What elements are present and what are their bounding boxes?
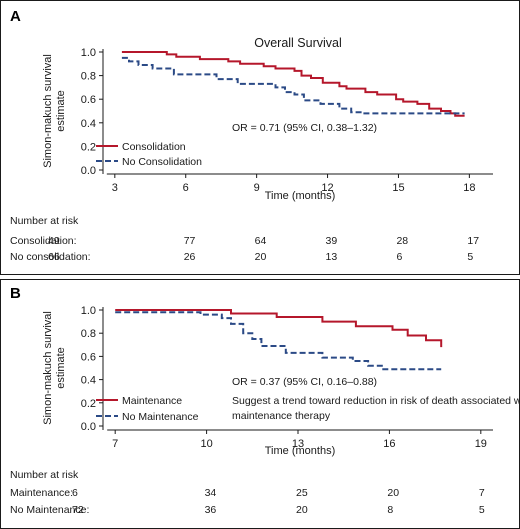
x-axis-label: Time (months): [265, 190, 336, 202]
risk-value: 13: [326, 251, 338, 263]
risk-table-header: Number at risk: [10, 469, 79, 481]
y-tick-label: 0.6: [81, 351, 96, 363]
risk-value: 64: [255, 235, 267, 247]
risk-value: 6: [72, 487, 78, 499]
x-tick-label: 15: [392, 182, 404, 194]
y-tick-label: 0.0: [81, 421, 96, 433]
series-line-2: [115, 311, 442, 371]
risk-value: 5: [467, 251, 473, 263]
risk-value: 25: [296, 487, 308, 499]
y-tick-label: 1.0: [81, 47, 96, 59]
risk-value: 49: [48, 235, 60, 247]
y-tick-label: 1.0: [81, 305, 96, 317]
risk-value: 66: [48, 251, 60, 263]
y-tick-label: 0.4: [81, 118, 96, 130]
x-tick-label: 18: [463, 182, 475, 194]
x-tick-label: 19: [475, 438, 487, 450]
legend: Consolidation No Consolidation: [96, 141, 202, 168]
y-tick-label: 0.2: [81, 141, 96, 153]
x-tick-label: 3: [112, 182, 118, 194]
y-tick-label: 0.8: [81, 71, 96, 83]
x-tick-label: 10: [200, 438, 212, 450]
risk-value: 6: [396, 251, 402, 263]
risk-value: 39: [326, 235, 338, 247]
risk-row-label: No Maintenance:: [10, 504, 89, 516]
risk-value: 26: [184, 251, 196, 263]
risk-value: 17: [467, 235, 479, 247]
risk-value: 7: [479, 487, 485, 499]
risk-table: Number at risk Maintenance:6 34 25 20 7 No Mai…: [10, 469, 485, 516]
legend-entry: Consolidation: [122, 141, 186, 153]
legend-entry: Maintenance: [122, 395, 182, 407]
y-tick-label: 0.0: [81, 165, 96, 177]
risk-row-label: Maintenance:: [10, 487, 73, 499]
y-axis-label: Simon-makuch survivalestimate: [42, 54, 67, 168]
risk-value: 72: [72, 504, 84, 516]
x-axis-label: Time (months): [265, 445, 336, 457]
legend: Maintenance No Maintenance: [96, 395, 199, 423]
x-tick-label: 13: [292, 438, 304, 450]
risk-value: 5: [479, 504, 485, 516]
panel-label: B: [10, 285, 21, 302]
risk-value: 34: [205, 487, 217, 499]
x-tick-label: 7: [112, 438, 118, 450]
y-tick-label: 0.6: [81, 94, 96, 106]
risk-value: 20: [387, 487, 399, 499]
risk-value: 28: [396, 235, 408, 247]
risk-value: 36: [205, 504, 217, 516]
y-tick-label: 0.4: [81, 375, 96, 387]
x-tick-label: 12: [321, 182, 333, 194]
legend-entry: No Maintenance: [122, 411, 199, 423]
risk-value: 8: [387, 504, 393, 516]
legend-entry: No Consolidation: [122, 156, 202, 168]
series-line-1: [115, 309, 443, 348]
x-tick-label: 16: [383, 438, 395, 450]
panel-a: A 0.0 0.2 0.4 0.6 0.8 1.0 3 6 9 12 15 18 Simon-makuch…: [0, 0, 520, 275]
risk-row-label: No consolidation:: [10, 251, 91, 263]
odds-ratio-annotation: OR = 0.71 (95% CI, 0.38–1.32): [232, 122, 377, 134]
risk-row-label: Consolidation:: [10, 235, 77, 247]
y-axis-label: Simon-makuch survivalestimate: [42, 311, 67, 425]
chart-title: Overall Survival: [254, 36, 342, 50]
x-tick-label: 9: [254, 182, 260, 194]
x-tick-label: 6: [183, 182, 189, 194]
risk-value: 20: [296, 504, 308, 516]
series-line-1: [121, 51, 465, 117]
panel-b: B 0.0 0.2 0.4 0.6 0.8 1.0 7 10 13 16 19 Simon-makuch…: [0, 279, 520, 529]
y-tick-label: 0.8: [81, 328, 96, 340]
series-line-2: [121, 56, 465, 115]
risk-table-header: Number at risk: [10, 215, 79, 227]
risk-table: Number at risk Consolidation:49 77 64 39 28 17…: [10, 215, 479, 263]
y-tick-label: 0.2: [81, 398, 96, 410]
risk-value: 20: [255, 251, 267, 263]
trend-note: Suggest a trend toward reduction in risk…: [232, 395, 520, 422]
panel-label: A: [10, 8, 21, 25]
risk-value: 77: [184, 235, 196, 247]
odds-ratio-annotation: OR = 0.37 (95% CI, 0.16–0.88): [232, 376, 377, 388]
